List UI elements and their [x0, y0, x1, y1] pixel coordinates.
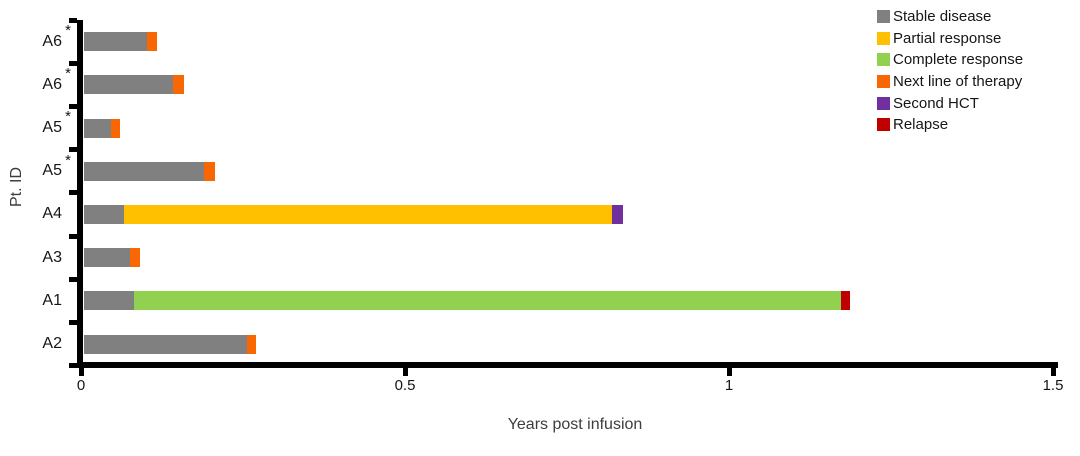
bar-segment-second-hct: [612, 204, 624, 224]
bar-row-a5-3: [84, 161, 215, 181]
bar-segment-next-line-of-therapy: [247, 334, 256, 354]
legend-entry-complete-response: Complete response: [877, 49, 1023, 71]
row-label-a2-7: A2: [42, 335, 62, 352]
asterisk-marker: *: [65, 22, 71, 39]
legend-swatch-next-line-of-therapy: [877, 75, 890, 89]
bar-segment-partial-response: [124, 204, 613, 224]
y-axis-tick: [69, 233, 77, 239]
bar-segment-next-line-of-therapy: [203, 161, 215, 181]
row-label-a5-3: A5: [42, 162, 62, 180]
x-axis-tick: [78, 368, 84, 376]
bar-segment-stable-disease: [84, 118, 112, 138]
bar-segment-stable-disease: [84, 161, 204, 181]
bar-row-a5-2: [84, 118, 121, 138]
legend-label: Complete response: [893, 51, 1024, 69]
row-label-a3-5: A3: [42, 248, 62, 266]
legend-label: Second HCT: [893, 94, 979, 112]
y-axis-tick: [69, 190, 77, 196]
bar-segment-complete-response: [133, 291, 841, 311]
asterisk-marker: *: [65, 151, 71, 169]
legend-swatch-partial-response: [877, 31, 890, 45]
x-axis-tick: [402, 368, 408, 376]
bar-segment-relapse: [840, 291, 850, 311]
legend-label: Stable disease: [893, 8, 992, 26]
asterisk-marker: *: [65, 65, 71, 83]
legend-swatch-second-hct: [877, 96, 890, 110]
bar-row-a6-0: [84, 32, 158, 52]
x-axis-line: [77, 362, 1058, 368]
legend-entry-stable-disease: Stable disease: [877, 6, 1023, 28]
y-axis-tick: [69, 60, 77, 66]
legend-swatch-complete-response: [877, 53, 890, 67]
bar-segment-next-line-of-therapy: [146, 32, 158, 52]
bar-segment-next-line-of-therapy: [172, 75, 184, 95]
x-axis-tick: [726, 368, 732, 376]
y-axis-tick: [69, 17, 77, 23]
y-axis-tick: [69, 276, 77, 282]
bar-row-a2-7: [84, 334, 256, 354]
y-axis-line: [77, 20, 83, 368]
legend-label: Relapse: [893, 116, 949, 134]
legend-entry-second-hct: Second HCT: [877, 92, 1023, 114]
legend-swatch-stable-disease: [877, 10, 890, 24]
bar-row-a4-4: [84, 204, 624, 224]
x-tick-label: 1.5: [1042, 377, 1064, 394]
bar-segment-next-line-of-therapy: [130, 248, 140, 268]
legend-entry-partial-response: Partial response: [877, 28, 1023, 50]
row-label-a5-2: A5: [42, 119, 62, 136]
bar-row-a3-5: [84, 248, 140, 268]
legend-entry-next-line-of-therapy: Next line of therapy: [877, 71, 1023, 93]
bar-segment-next-line-of-therapy: [111, 118, 121, 138]
x-axis-title: Years post infusion: [507, 416, 643, 433]
asterisk-marker: *: [65, 108, 71, 126]
bar-segment-stable-disease: [84, 334, 248, 354]
y-axis-tick: [69, 147, 77, 153]
bar-segment-stable-disease: [84, 291, 134, 311]
bar-row-a6-1: [84, 75, 184, 95]
bar-segment-stable-disease: [84, 204, 125, 224]
bar-row-a1-6: [84, 291, 850, 311]
row-label-a4-4: A4: [42, 205, 62, 223]
legend-entry-relapse: Relapse: [877, 114, 1023, 136]
y-axis-tick: [69, 103, 77, 109]
x-axis-tick: [1050, 368, 1056, 376]
bar-segment-stable-disease: [84, 75, 173, 95]
y-axis-tick: [69, 319, 77, 325]
legend-swatch-relapse: [877, 118, 890, 132]
row-label-a6-1: A6: [42, 75, 62, 93]
y-axis-tick: [69, 363, 77, 369]
legend: Stable disease Partial response Complete r…: [877, 6, 1023, 136]
row-label-a1-6: A1: [42, 291, 62, 309]
legend-label: Next line of therapy: [893, 73, 1023, 91]
legend-label: Partial response: [893, 29, 1002, 47]
row-label-a6-0: A6: [42, 32, 62, 50]
x-tick-label: 1: [724, 377, 734, 394]
bar-segment-stable-disease: [84, 32, 147, 52]
x-tick-label: 0: [76, 377, 86, 394]
x-tick-label: 0.5: [394, 377, 416, 394]
bar-segment-stable-disease: [84, 248, 130, 268]
